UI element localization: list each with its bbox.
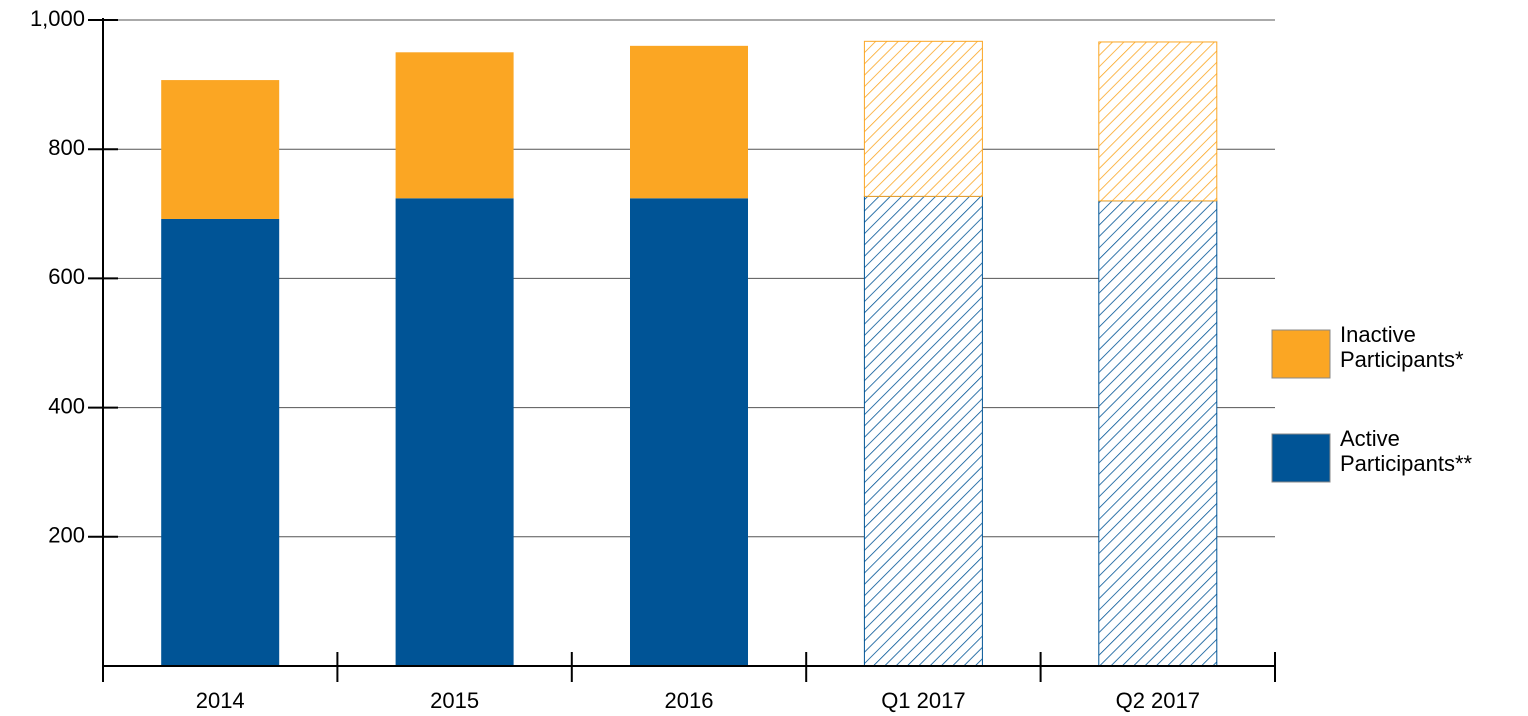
bar-segment bbox=[161, 80, 280, 219]
bar-segment bbox=[395, 52, 514, 199]
bar-segment bbox=[863, 195, 983, 667]
bar-segment bbox=[863, 40, 983, 197]
bar-segment bbox=[395, 198, 514, 666]
bar-segment bbox=[1098, 200, 1218, 667]
x-tick-label: 2016 bbox=[665, 688, 714, 713]
bar-segment bbox=[1098, 41, 1218, 202]
legend-swatch bbox=[1271, 433, 1331, 483]
x-tick-label: Q1 2017 bbox=[881, 688, 965, 713]
y-tick-label: 600 bbox=[48, 264, 85, 289]
y-tick-label: 800 bbox=[48, 135, 85, 160]
bar-segment bbox=[630, 198, 748, 666]
legend-label: Inactive Participants* bbox=[1340, 322, 1464, 372]
legend-label: Active Participants** bbox=[1340, 426, 1473, 476]
bar-segment bbox=[161, 218, 280, 666]
x-tick-label: Q2 2017 bbox=[1116, 688, 1200, 713]
y-tick-label: 200 bbox=[48, 523, 85, 548]
bar-segment bbox=[630, 45, 748, 199]
x-tick-label: 2015 bbox=[430, 688, 479, 713]
x-tick-label: 2014 bbox=[196, 688, 245, 713]
y-tick-label: 1,000 bbox=[30, 6, 85, 31]
y-tick-label: 400 bbox=[48, 393, 85, 418]
legend-swatch bbox=[1271, 329, 1331, 379]
